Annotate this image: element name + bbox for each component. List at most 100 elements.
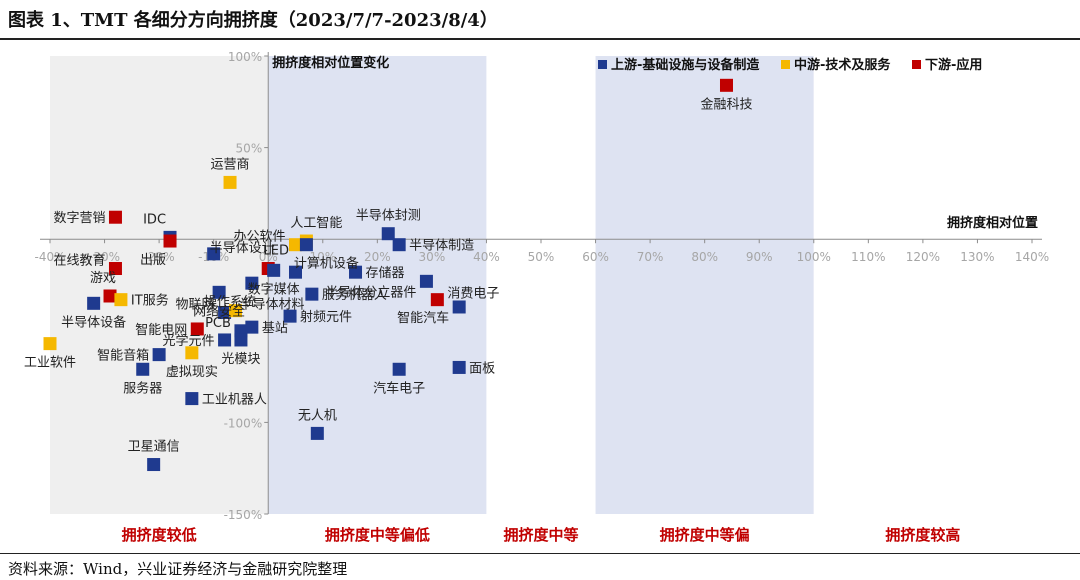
point-label: 智能电网 — [135, 323, 187, 338]
data-point — [223, 175, 237, 189]
data-point — [185, 392, 199, 406]
zone-label: 拥挤度中等 — [503, 526, 578, 544]
x-tick-label: -40% — [34, 250, 65, 264]
point-label: 工业机器人 — [202, 393, 267, 408]
data-point — [212, 285, 226, 299]
x-tick-label: 10% — [309, 250, 336, 264]
point-label: 半导体材料 — [239, 298, 304, 313]
point-label: 半导体分立器件 — [325, 285, 416, 300]
data-point — [289, 265, 302, 279]
legend-label: 中游-技术及服务 — [794, 57, 891, 73]
figure-source: 资料来源：Wind，兴业证券经济与金融研究院整理 — [8, 560, 348, 578]
zone-labels: 拥挤度较低 拥挤度中等偏低 拥挤度中等 拥挤度中等偏 拥挤度较高 — [122, 526, 961, 544]
data-point — [108, 210, 122, 224]
point-label: IDC — [143, 212, 166, 227]
point-label: 数字营销 — [53, 211, 105, 226]
legend: 上游-基础设施与设备制造 中游-技术及服务 下游-应用 — [598, 57, 982, 73]
point-label: 射频元件 — [300, 309, 352, 325]
data-point — [136, 362, 150, 376]
point-label: 消费电子 — [447, 287, 499, 302]
point-label: 游戏 — [90, 271, 116, 286]
data-point — [305, 287, 319, 301]
point-label: IT服务 — [131, 293, 169, 309]
legend-swatch — [598, 60, 607, 69]
data-point — [299, 238, 313, 252]
x-tick-label: 50% — [528, 250, 555, 264]
point-label: 光模块 — [221, 352, 260, 367]
point-label: 运营商 — [211, 157, 250, 172]
point-label: LED — [263, 244, 288, 259]
x-tick-label: 30% — [419, 250, 446, 264]
x-tick-label: -20% — [144, 250, 175, 264]
point-label: 无人机 — [298, 408, 337, 423]
data-point — [152, 348, 166, 362]
point-label: 物联网 — [176, 297, 215, 312]
data-point — [245, 276, 259, 290]
y-axis-title: 拥挤度相对位置变化 — [272, 55, 389, 71]
data-point — [452, 300, 466, 314]
point-label: 存储器 — [366, 266, 405, 281]
point-label: 办公软件 — [233, 230, 285, 245]
point-label: 金融科技 — [700, 96, 752, 112]
y-tick-label: -150% — [224, 508, 263, 522]
legend-swatch — [912, 60, 921, 69]
top-divider — [0, 38, 1080, 40]
x-tick-label: 100% — [797, 250, 831, 264]
data-point — [218, 305, 232, 319]
point-label: 人工智能 — [290, 216, 342, 231]
data-point — [349, 265, 363, 279]
x-tick-label: 60% — [582, 250, 609, 264]
data-point — [245, 320, 259, 334]
y-tick-label: 100% — [228, 50, 262, 64]
point-label: 汽车电子 — [373, 380, 425, 396]
x-axis-title: 拥挤度相对位置 — [947, 215, 1038, 231]
x-tick-label: 80% — [691, 250, 718, 264]
data-point — [452, 360, 466, 374]
x-tick-label: 90% — [746, 250, 773, 264]
scatter-chart: -40%-30%-20%-10%0%10%20%30%40%50%60%70%8… — [24, 50, 1049, 544]
point-label: 智能汽车 — [397, 310, 449, 326]
data-point — [381, 227, 395, 241]
data-point — [163, 234, 177, 248]
data-point — [87, 296, 101, 310]
x-tick-label: 140% — [1015, 250, 1049, 264]
data-point — [207, 247, 221, 261]
point-label: 半导体封测 — [356, 209, 421, 224]
data-point — [392, 238, 406, 252]
point-label: 光学元件 — [163, 333, 215, 349]
legend-label: 上游-基础设施与设备制造 — [611, 57, 760, 73]
point-label: 工业软件 — [24, 356, 76, 371]
legend-label: 下游-应用 — [925, 57, 982, 73]
data-point — [103, 289, 117, 303]
x-tick-label: 40% — [473, 250, 500, 264]
point-label: 出版 — [140, 253, 166, 268]
zone-band — [50, 56, 269, 514]
data-point — [228, 304, 242, 318]
legend-swatch — [781, 60, 790, 69]
data-point — [719, 78, 733, 92]
tick-labels: -40%-30%-20%-10%0%10%20%30%40%50%60%70%8… — [34, 50, 1049, 522]
data-point — [190, 322, 204, 336]
data-point — [114, 293, 128, 307]
figure-title: 图表 1、TMT 各细分方向拥挤度（2023/7/7-2023/8/4） — [8, 10, 498, 31]
zone-bands — [50, 56, 1032, 514]
point-label: 基站 — [262, 321, 288, 336]
data-point — [267, 263, 281, 277]
point-label: 服务机器人 — [322, 287, 387, 303]
x-tick-label: 0% — [259, 250, 278, 264]
point-label: 面板 — [469, 361, 495, 376]
bottom-divider — [0, 553, 1080, 554]
zone-label: 拥挤度中等偏低 — [325, 526, 430, 544]
x-tick-label: 120% — [906, 250, 940, 264]
data-points — [43, 78, 733, 472]
point-label: 半导体设计 — [210, 241, 275, 256]
data-point — [419, 274, 433, 288]
point-label: 操作系统 — [204, 294, 256, 310]
data-point — [185, 346, 199, 360]
data-point — [310, 426, 324, 440]
data-point — [430, 293, 444, 307]
point-label: PCB — [205, 316, 231, 331]
data-point — [147, 458, 161, 472]
x-tick-label: 110% — [851, 250, 885, 264]
